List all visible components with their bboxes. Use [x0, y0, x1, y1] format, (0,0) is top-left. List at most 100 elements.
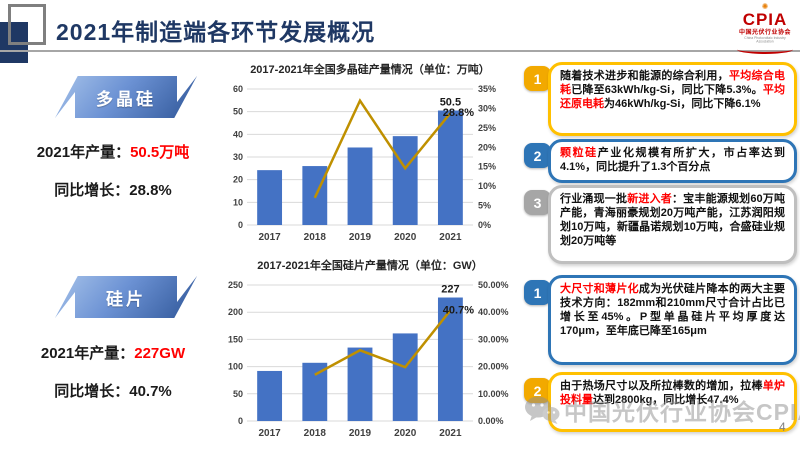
note-box-wafer-2: 由于热场尺寸以及所拉棒数的增加，拉棒单炉投料量达到2800kg，同比增长47.4…: [548, 372, 797, 432]
banner-polysilicon: 多晶硅: [55, 76, 197, 118]
svg-text:10: 10: [233, 197, 243, 207]
svg-text:25%: 25%: [478, 123, 496, 133]
note-text: 产业化规模有所扩大，市占率达到4.1%，同比提升了1.3个百分点: [560, 147, 785, 173]
note-box-polysilicon-3: 行业涌现一批新进入者：宝丰能源规划60万吨产能，青海丽豪规划20万吨产能，江苏润…: [548, 185, 797, 264]
svg-text:10.00%: 10.00%: [478, 389, 509, 399]
svg-text:2017: 2017: [258, 232, 281, 243]
note-box-polysilicon-2: 颗粒硅产业化规模有所扩大，市占率达到4.1%，同比提升了1.3个百分点: [548, 139, 797, 183]
svg-text:60: 60: [233, 84, 243, 94]
svg-text:35%: 35%: [478, 84, 496, 94]
polysilicon-chart: 2017-2021年全国多晶硅产量情况（单位：万吨） 0 10 20 30 40 50 60…: [221, 61, 519, 249]
highlighted-text: 单炉投料量: [560, 380, 786, 406]
svg-text:2018: 2018: [304, 428, 327, 439]
svg-text:0%: 0%: [478, 220, 491, 230]
note-text: 为46kWh/kg-Si，同比下降6.1%: [604, 97, 761, 110]
svg-text:10%: 10%: [478, 181, 496, 191]
svg-text:0.00%: 0.00%: [478, 416, 504, 426]
decorative-gray-square: [8, 4, 46, 45]
banner-notch-right: [177, 276, 197, 302]
svg-text:50.5: 50.5: [440, 97, 461, 109]
logo-arc: [737, 45, 793, 54]
banner-notch-right: [177, 76, 197, 102]
note-text: ：宝丰能源规划60万吨产能，青海丽豪规划20万吨产能，江苏润阳规划10万吨，新疆…: [560, 193, 785, 247]
svg-text:2017: 2017: [258, 428, 281, 439]
note-text: 达到2800kg，同比增长47.4%: [593, 393, 739, 406]
svg-text:20%: 20%: [478, 142, 496, 152]
banner-ribbon: [55, 276, 197, 318]
svg-text:2018: 2018: [304, 232, 327, 243]
note-text: 随着技术进步和能源的综合利用，: [560, 70, 729, 82]
growth-value: 40.7%: [129, 383, 172, 400]
svg-text:0: 0: [238, 220, 243, 230]
logo-subtitle: 中国光伏行业协会: [738, 30, 791, 36]
wafer-production-line: 2021年产量：227GW: [12, 342, 214, 363]
svg-text:50: 50: [233, 107, 243, 117]
svg-text:30%: 30%: [478, 103, 496, 113]
sunburst-icon: ✺: [761, 2, 769, 11]
banner-ribbon: [55, 76, 197, 118]
svg-text:40.00%: 40.00%: [478, 307, 509, 317]
svg-text:2019: 2019: [349, 232, 372, 243]
svg-text:20: 20: [233, 175, 243, 185]
svg-text:30: 30: [233, 152, 243, 162]
note-badge-2: 2: [524, 378, 551, 403]
page-number: 4: [779, 420, 786, 434]
wafer-chart-canvas: 0 50 100 150 200 250 0.00% 10.00% 20.00% 30.00% 40…: [228, 280, 509, 439]
production-label: 2021年产量：: [36, 144, 131, 161]
polysilicon-production-line: 2021年产量：50.5万吨: [12, 141, 214, 162]
svg-text:20.00%: 20.00%: [478, 362, 509, 372]
svg-text:227: 227: [441, 284, 459, 296]
chart-title: 2017-2021年全国硅片产量情况（单位：GW）: [257, 260, 483, 272]
page-title: 2021年制造端各环节发展概况: [56, 19, 376, 45]
polysilicon-growth-line: 同比增长：28.8%: [12, 179, 214, 200]
svg-text:250: 250: [228, 280, 243, 290]
banner-notch-left: [55, 292, 75, 318]
note-text: 成为光伏硅片降本的两大主要技术方向：182mm和210mm尺寸合计占比已增长至4…: [560, 283, 786, 337]
highlighted-text: 新进入者: [627, 193, 672, 205]
note-box-wafer-1: 大尺寸和薄片化成为光伏硅片降本的两大主要技术方向：182mm和210mm尺寸合计…: [548, 275, 797, 365]
banner-label: 硅片: [106, 289, 146, 309]
svg-text:28.8%: 28.8%: [443, 107, 474, 119]
banner-notch-left: [55, 92, 75, 118]
header-divider: [0, 50, 800, 52]
logo-tagline: China Photovoltaic Industry Association: [744, 35, 786, 44]
production-label: 2021年产量：: [40, 345, 135, 362]
note-text: 由于热场尺寸以及所拉棒数的增加，拉棒: [560, 380, 763, 392]
svg-text:2021: 2021: [439, 232, 462, 243]
svg-text:5%: 5%: [478, 201, 491, 211]
cpia-logo: ✺ CPIA 中国光伏行业协会 China Photovoltaic Indus…: [733, 3, 797, 54]
banner-wafer: 硅片: [55, 276, 197, 318]
svg-text:200: 200: [228, 307, 243, 317]
logo-brand-text: CPIA: [742, 10, 788, 29]
svg-text:15%: 15%: [478, 162, 496, 172]
note-text: 已降至63kWh/kg-Si，同比下降5.3%。: [571, 83, 763, 96]
svg-text:150: 150: [228, 334, 243, 344]
svg-text:30.00%: 30.00%: [478, 334, 509, 344]
svg-text:40.7%: 40.7%: [443, 304, 474, 316]
production-value: 227GW: [134, 345, 186, 362]
growth-label: 同比增长：: [54, 383, 130, 400]
svg-text:2019: 2019: [349, 428, 372, 439]
highlighted-text: 平均还原电耗: [560, 83, 786, 110]
chart-title: 2017-2021年全国多晶硅产量情况（单位：万吨）: [250, 64, 490, 76]
highlighted-text: 大尺寸和薄片化: [560, 283, 639, 295]
highlighted-text: 颗粒硅: [560, 147, 598, 159]
svg-text:40: 40: [233, 129, 243, 139]
note-badge-2: 2: [524, 143, 551, 168]
highlighted-text: 平均综合电耗: [560, 70, 786, 96]
svg-text:2021: 2021: [439, 428, 462, 439]
growth-label: 同比增长：: [54, 182, 130, 199]
growth-value: 28.8%: [129, 182, 172, 199]
svg-text:50: 50: [233, 389, 243, 399]
svg-text:50.00%: 50.00%: [478, 280, 509, 290]
svg-text:2020: 2020: [394, 232, 417, 243]
note-badge-1: 1: [524, 66, 551, 91]
svg-text:2020: 2020: [394, 428, 417, 439]
production-value: 50.5万吨: [130, 144, 190, 161]
banner-label: 多晶硅: [96, 89, 156, 109]
note-badge-1: 1: [524, 280, 551, 305]
note-box-polysilicon-1: 随着技术进步和能源的综合利用，平均综合电耗已降至63kWh/kg-Si，同比下降…: [548, 62, 797, 136]
note-badge-3: 3: [524, 190, 551, 215]
wafer-growth-line: 同比增长：40.7%: [12, 380, 214, 401]
